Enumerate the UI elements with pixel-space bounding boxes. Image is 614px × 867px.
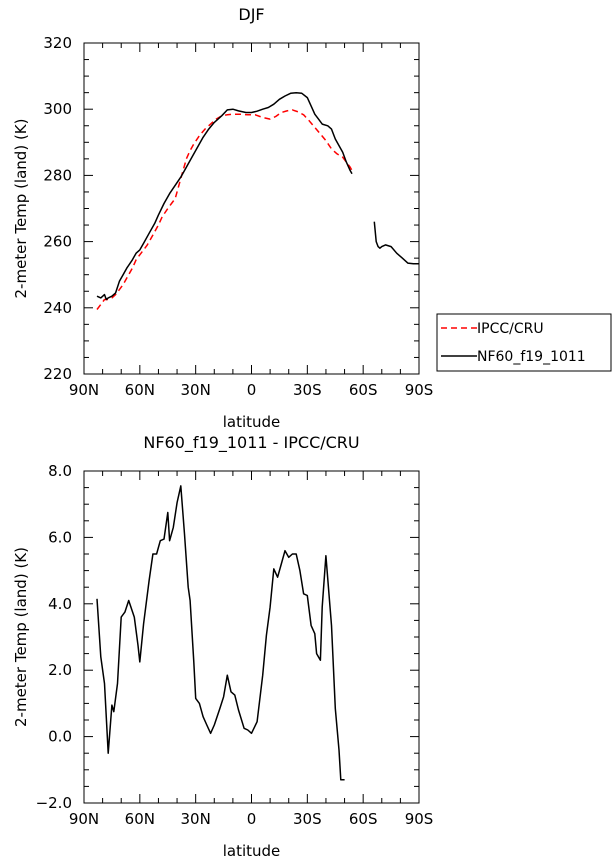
y-tick-label: 280 [43, 166, 72, 184]
x-tick-label: 60N [125, 381, 155, 399]
x-tick-label: 30S [293, 810, 322, 828]
x-axis-label: latitude [223, 842, 281, 860]
x-tick-label: 60S [349, 381, 378, 399]
x-tick-label: 60S [349, 810, 378, 828]
y-tick-label: 8.0 [48, 462, 72, 480]
series-line-nf60-f19-1011 [373, 221, 419, 265]
y-tick-label: 240 [43, 299, 72, 317]
chart-panel-2: 90N 60N 30N 0 30S 60S 90S −2.0 0.0 2.0 4.0 6.0 8.0 NF… [12, 433, 433, 860]
legend-label: NF60_f19_1011 [477, 349, 586, 365]
y-axis-label: 2-meter Temp (land) (K) [12, 119, 30, 299]
y-tick-label: −2.0 [36, 794, 72, 812]
chart-title: DJF [238, 5, 264, 24]
series-line-difference [96, 485, 345, 781]
x-tick-label: 30N [181, 381, 211, 399]
legend: IPCC/CRU NF60_f19_1011 [436, 313, 612, 372]
chart-panel-1: 90N 60N 30N 0 30S 60S 90S 220 240 260 280 300 320 DJF… [12, 5, 612, 431]
x-tick-label: 90S [405, 810, 434, 828]
legend-label: IPCC/CRU [477, 321, 544, 337]
y-tick-label: 0.0 [48, 728, 72, 746]
y-tick-label: 300 [43, 100, 72, 118]
plot-frame [83, 42, 420, 375]
legend-box [436, 313, 612, 372]
x-axis-label: latitude [223, 413, 281, 431]
series-line-nf60-f19-1011 [96, 91, 353, 301]
x-tick-label: 60N [125, 810, 155, 828]
y-tick-label: 6.0 [48, 528, 72, 546]
x-tick-label: 0 [247, 381, 257, 399]
x-tick-label: 90N [69, 810, 99, 828]
x-tick-label: 30N [181, 810, 211, 828]
y-axis-label: 2-meter Temp (land) (K) [12, 547, 30, 727]
y-tick-label: 260 [43, 233, 72, 251]
x-tick-label: 30S [293, 381, 322, 399]
y-tick-label: 4.0 [48, 595, 72, 613]
chart-title: NF60_f19_1011 - IPCC/CRU [143, 433, 359, 453]
y-tick-label: 220 [43, 365, 72, 383]
y-tick-label: 2.0 [48, 661, 72, 679]
series-line-ipcc-cru [96, 109, 353, 310]
x-tick-label: 0 [247, 810, 257, 828]
plot-frame [83, 470, 420, 804]
x-tick-label: 90N [69, 381, 99, 399]
y-tick-label: 320 [43, 34, 72, 52]
x-tick-label: 90S [405, 381, 434, 399]
